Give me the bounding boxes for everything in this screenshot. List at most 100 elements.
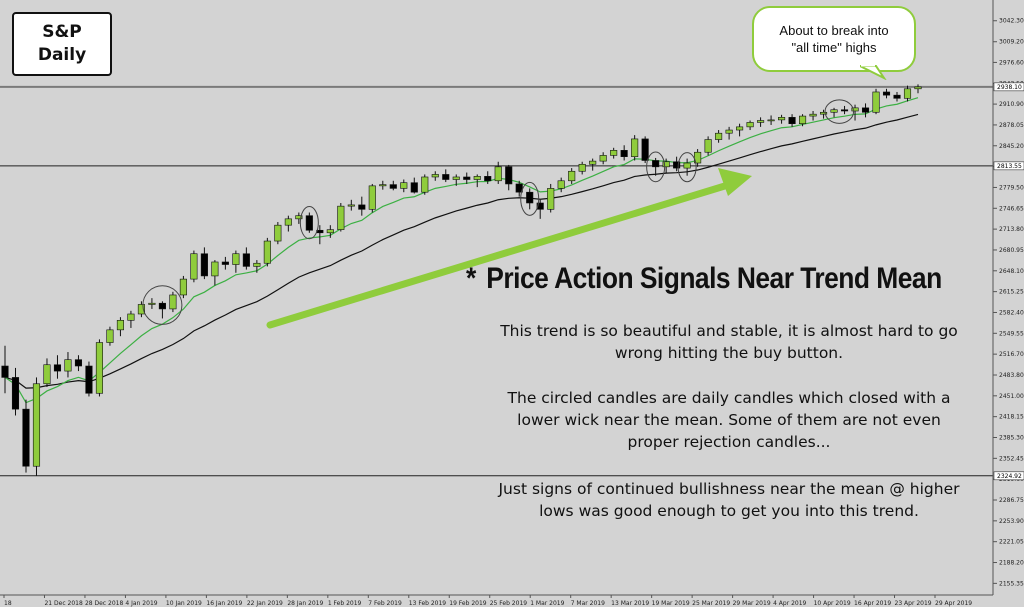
price-tick-label: 2221.05 <box>999 539 1024 546</box>
bear-candle <box>74 359 83 367</box>
price-tick-label: 2516.70 <box>999 351 1024 358</box>
bear-candle <box>389 184 397 189</box>
bull-candle <box>473 176 481 180</box>
paragraph-1-line-1: This trend is so beautiful and stable, i… <box>500 322 958 340</box>
horizontal-level-price-box <box>993 82 1024 92</box>
bull-candle <box>568 170 576 182</box>
slow-moving-average-line <box>4 113 919 389</box>
bull-candle <box>809 113 817 117</box>
bear-candle <box>652 160 660 168</box>
price-tick-label: 3042.30 <box>999 18 1024 25</box>
heading-text: Price Action Signals Near Trend Mean <box>486 262 942 295</box>
bull-candle <box>337 205 345 230</box>
bull-candle <box>347 204 355 207</box>
bull-candle <box>253 262 261 267</box>
price-tick-label: 2648.10 <box>999 268 1024 275</box>
price-tick-label: 2418.15 <box>999 414 1024 421</box>
bear-candle <box>620 150 628 157</box>
bull-candle <box>43 364 51 385</box>
price-tick-label: 2615.25 <box>999 289 1024 296</box>
time-tick-label: 29 Apr 2019 <box>935 600 972 607</box>
circled-candle-marker <box>646 151 666 183</box>
bull-candle <box>830 109 838 113</box>
bear-candle <box>53 364 62 372</box>
price-tick-label: 2878.05 <box>999 122 1024 129</box>
bull-candle <box>368 185 376 210</box>
time-tick-label: 13 Mar 2019 <box>611 600 649 607</box>
bear-candle <box>484 176 492 182</box>
price-tick-label: 2910.90 <box>999 101 1024 108</box>
price-tick-label: 2483.80 <box>999 372 1024 379</box>
price-tick-label: 2549.55 <box>999 330 1024 337</box>
time-tick-label: 1 Feb 2019 <box>328 600 362 607</box>
time-tick-label: 25 Mar 2019 <box>692 600 730 607</box>
bull-candle <box>819 111 828 115</box>
bear-candle <box>305 215 313 231</box>
time-tick-label: 19 Mar 2019 <box>652 600 690 607</box>
bull-candle <box>32 383 41 467</box>
price-tick-label: 2155.35 <box>999 580 1024 587</box>
bear-candle <box>893 94 901 99</box>
price-tick-label: 2746.65 <box>999 205 1024 212</box>
bull-candle <box>725 129 733 134</box>
bull-candle <box>179 278 187 296</box>
time-tick-label: 10 Apr 2019 <box>814 600 851 607</box>
bull-candle <box>547 188 555 210</box>
bull-candle <box>106 329 114 343</box>
time-tick-label: 19 Feb 2019 <box>449 600 487 607</box>
horizontal-level-price-label: 2938.10 <box>997 84 1022 91</box>
time-tick-label: 16 Apr 2019 <box>854 600 891 607</box>
bull-candle <box>379 184 387 187</box>
time-tick-label: 28 Dec 2018 <box>85 600 124 607</box>
paragraph-2-line-1: The circled candles are daily candles wh… <box>507 389 951 407</box>
time-tick-label: 29 Mar 2019 <box>733 600 771 607</box>
time-tick-label: 22 Jan 2019 <box>247 600 283 607</box>
annotation-paragraph-1: This trend is so beautiful and stable, i… <box>474 320 984 364</box>
heading-asterisk: * <box>466 262 476 295</box>
paragraph-3-line-1: Just signs of continued bullishness near… <box>498 480 960 498</box>
time-tick-label: 10 Jan 2019 <box>166 600 202 607</box>
chart-title-timeframe: Daily <box>37 45 87 65</box>
bear-candle <box>463 176 471 180</box>
time-tick-label: 13 Feb 2019 <box>409 600 447 607</box>
bear-candle <box>221 261 229 265</box>
bull-candle <box>872 91 880 113</box>
bull-candle <box>64 359 72 372</box>
price-tick-label: 2253.90 <box>999 518 1024 525</box>
time-tick-label: 16 Jan 2019 <box>206 600 242 607</box>
bull-candle <box>95 342 104 394</box>
time-tick-label: 25 Feb 2019 <box>490 600 528 607</box>
paragraph-1-line-2: wrong hitting the buy button. <box>614 344 844 362</box>
bull-candle <box>778 117 786 121</box>
horizontal-level-price-box <box>993 161 1024 171</box>
trend-arrow-head <box>718 168 752 196</box>
price-tick-label: 2845.20 <box>999 143 1024 150</box>
bull-candle <box>914 86 922 90</box>
bear-candle <box>410 182 418 193</box>
bull-candle <box>400 182 408 189</box>
bull-candle <box>431 174 439 178</box>
bull-candle <box>190 253 198 280</box>
trend-arrow-shaft <box>266 181 732 329</box>
bear-candle <box>158 302 166 310</box>
bull-candle <box>578 163 586 172</box>
bull-candle <box>421 176 429 193</box>
bull-candle <box>148 302 156 305</box>
bull-candle <box>452 176 460 180</box>
price-tick-label: 2286.75 <box>999 497 1024 504</box>
bull-candle <box>851 107 859 112</box>
bull-candle <box>557 180 565 189</box>
bull-candle <box>284 218 292 226</box>
chart-title-symbol: S&P <box>42 22 82 42</box>
horizontal-level-price-label: 2324.92 <box>997 473 1022 480</box>
price-tick-label: 2352.45 <box>999 455 1024 462</box>
time-tick-label: 7 Mar 2019 <box>571 600 605 607</box>
bull-candle <box>631 138 639 157</box>
time-tick-label: 18 <box>4 600 12 607</box>
price-tick-label: 2188.20 <box>999 560 1024 567</box>
bear-candle <box>788 117 796 124</box>
bull-candle <box>799 115 807 124</box>
bull-candle <box>683 162 691 169</box>
bull-candle <box>757 120 765 123</box>
bear-candle <box>442 174 450 180</box>
